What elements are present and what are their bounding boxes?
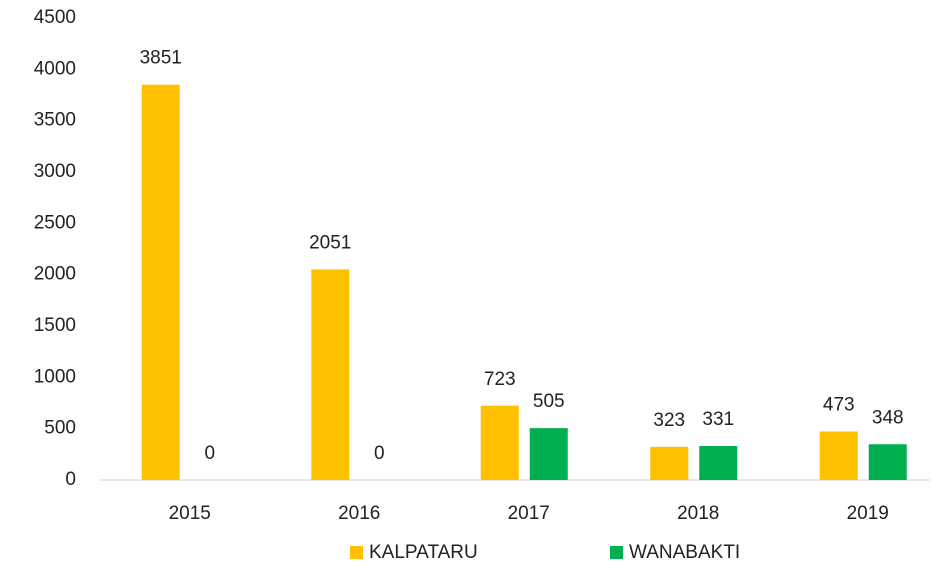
y-tick-label: 2000 bbox=[34, 264, 76, 285]
legend-label: WANABAKTI bbox=[629, 542, 740, 563]
y-tick-label: 3000 bbox=[34, 161, 76, 182]
y-tick-label: 500 bbox=[44, 418, 76, 439]
bar bbox=[650, 446, 689, 480]
x-tick-label: 2017 bbox=[508, 503, 550, 524]
bar bbox=[529, 428, 568, 480]
legend-label: KALPATARU bbox=[369, 542, 478, 563]
value-label: 2051 bbox=[309, 232, 351, 253]
value-label: 505 bbox=[533, 391, 565, 412]
y-tick-label: 3500 bbox=[34, 110, 76, 131]
bar bbox=[311, 269, 350, 480]
y-tick-label: 1500 bbox=[34, 315, 76, 336]
value-label: 473 bbox=[823, 394, 855, 415]
bar bbox=[868, 444, 907, 480]
y-tick-label: 4500 bbox=[34, 7, 76, 28]
value-label: 0 bbox=[374, 443, 385, 464]
value-label: 323 bbox=[653, 410, 685, 431]
value-label: 348 bbox=[872, 407, 904, 428]
x-tick-label: 2019 bbox=[847, 503, 889, 524]
value-label: 723 bbox=[484, 369, 516, 390]
bar bbox=[141, 84, 180, 480]
bar bbox=[699, 446, 738, 480]
x-tick-label: 2015 bbox=[169, 503, 211, 524]
bar bbox=[819, 431, 858, 480]
y-tick-label: 2500 bbox=[34, 212, 76, 233]
legend-swatch bbox=[610, 546, 623, 559]
y-tick-label: 0 bbox=[65, 469, 76, 490]
value-label: 331 bbox=[702, 409, 734, 430]
bar bbox=[480, 405, 519, 480]
value-label: 0 bbox=[204, 443, 215, 464]
value-label: 3851 bbox=[140, 48, 182, 69]
y-tick-label: 1000 bbox=[34, 366, 76, 387]
x-tick-label: 2018 bbox=[677, 503, 719, 524]
x-tick-label: 2016 bbox=[338, 503, 380, 524]
legend-swatch bbox=[350, 546, 363, 559]
y-tick-label: 4000 bbox=[34, 58, 76, 79]
